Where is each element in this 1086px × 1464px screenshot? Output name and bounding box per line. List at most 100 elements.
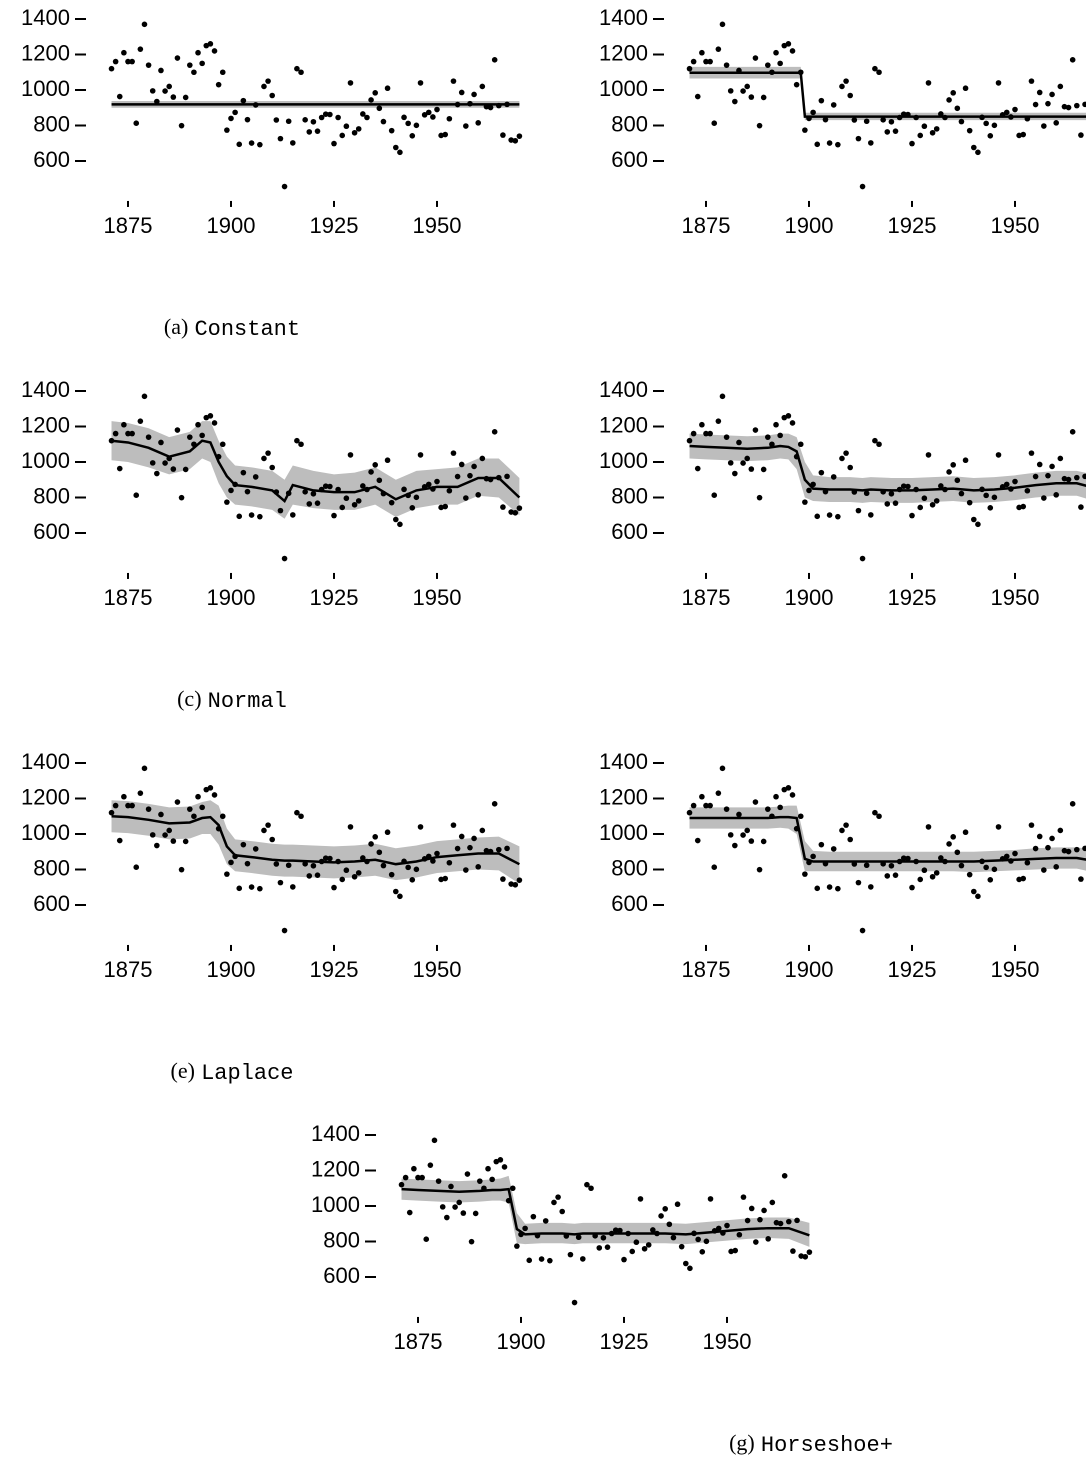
data-point bbox=[318, 858, 325, 865]
data-point bbox=[257, 141, 263, 148]
data-point bbox=[236, 513, 243, 520]
data-point bbox=[472, 1210, 479, 1217]
y-tick-label: 600 bbox=[611, 147, 648, 172]
data-point bbox=[715, 790, 722, 796]
data-point bbox=[971, 144, 977, 151]
data-point bbox=[896, 486, 903, 493]
data-point bbox=[187, 806, 193, 812]
caption-label: (g) bbox=[729, 1430, 755, 1455]
caption-label: (e) bbox=[171, 1058, 195, 1083]
data-point bbox=[971, 888, 977, 895]
data-point bbox=[542, 1218, 549, 1224]
y-tick-label: 800 bbox=[611, 483, 648, 508]
data-point bbox=[178, 122, 185, 129]
data-point bbox=[991, 866, 998, 873]
data-point bbox=[191, 813, 197, 820]
data-point bbox=[1032, 101, 1039, 108]
data-point bbox=[880, 861, 886, 867]
data-point bbox=[724, 1222, 730, 1229]
data-point bbox=[555, 1194, 561, 1200]
data-point bbox=[419, 1174, 425, 1181]
data-point bbox=[654, 1230, 660, 1237]
data-point bbox=[1049, 91, 1055, 98]
y-tick-label: 600 bbox=[323, 1263, 360, 1288]
data-point bbox=[686, 809, 693, 816]
data-point bbox=[736, 1231, 743, 1238]
data-point bbox=[830, 846, 837, 852]
data-point bbox=[999, 484, 1006, 490]
data-point bbox=[401, 858, 407, 865]
data-point bbox=[966, 499, 973, 506]
data-point bbox=[149, 832, 156, 838]
data-point bbox=[806, 1249, 813, 1255]
data-point bbox=[277, 135, 284, 142]
data-point bbox=[302, 861, 308, 867]
y-tick-label: 800 bbox=[323, 1227, 360, 1252]
data-point bbox=[406, 1209, 413, 1216]
data-point bbox=[228, 487, 234, 494]
x-tick-label: 1900 bbox=[785, 213, 834, 238]
data-point bbox=[872, 437, 878, 444]
x-tick-label: 1875 bbox=[682, 585, 731, 610]
data-point bbox=[174, 427, 181, 433]
data-point bbox=[789, 48, 796, 54]
x-tick-label: 1950 bbox=[413, 213, 462, 238]
y-tick-label: 800 bbox=[33, 111, 70, 136]
y-tick-label: 1400 bbox=[311, 1121, 360, 1146]
data-point bbox=[285, 862, 292, 869]
caption-label: (c) bbox=[177, 686, 201, 711]
data-point bbox=[133, 864, 140, 870]
caption-title: Constant bbox=[194, 317, 300, 342]
data-point bbox=[765, 434, 771, 440]
data-point bbox=[409, 132, 416, 139]
data-point bbox=[347, 824, 354, 830]
data-point bbox=[273, 861, 280, 867]
x-tick-label: 1900 bbox=[207, 213, 256, 238]
data-point bbox=[1036, 833, 1043, 840]
data-point bbox=[896, 858, 903, 865]
data-point bbox=[736, 811, 742, 818]
data-point bbox=[393, 888, 399, 895]
data-point bbox=[368, 469, 374, 475]
data-point bbox=[166, 83, 172, 90]
data-point bbox=[938, 483, 944, 489]
data-point bbox=[1008, 858, 1014, 864]
data-point bbox=[859, 927, 866, 934]
data-point bbox=[512, 509, 519, 516]
data-point bbox=[559, 1208, 565, 1215]
x-tick-label: 1925 bbox=[310, 585, 359, 610]
data-point bbox=[839, 83, 845, 90]
data-point bbox=[446, 115, 453, 122]
data-point bbox=[431, 1137, 438, 1144]
data-point bbox=[905, 111, 911, 118]
data-point bbox=[454, 845, 461, 852]
data-point bbox=[364, 486, 370, 493]
data-point bbox=[806, 487, 812, 494]
caption-label: (a) bbox=[164, 314, 188, 339]
data-point bbox=[707, 430, 713, 437]
data-point bbox=[826, 512, 833, 518]
data-point bbox=[769, 813, 775, 820]
data-point bbox=[166, 827, 172, 834]
data-point bbox=[388, 871, 395, 878]
data-point bbox=[154, 470, 160, 477]
data-point bbox=[401, 486, 407, 493]
data-point bbox=[744, 1217, 751, 1224]
data-point bbox=[294, 809, 300, 816]
data-point bbox=[187, 62, 193, 68]
data-point bbox=[909, 512, 915, 519]
data-point bbox=[471, 91, 477, 98]
data-point bbox=[785, 413, 792, 419]
data-point bbox=[351, 129, 358, 136]
data-point bbox=[958, 118, 965, 125]
data-point bbox=[793, 81, 800, 88]
x-tick-label: 1875 bbox=[104, 957, 153, 982]
data-point bbox=[269, 836, 276, 843]
data-point bbox=[694, 465, 701, 472]
data-point bbox=[1078, 876, 1084, 882]
data-point bbox=[818, 97, 825, 104]
data-point bbox=[822, 860, 829, 867]
y-tick-label: 1200 bbox=[599, 412, 648, 437]
data-point bbox=[191, 441, 197, 448]
data-point bbox=[401, 114, 407, 121]
